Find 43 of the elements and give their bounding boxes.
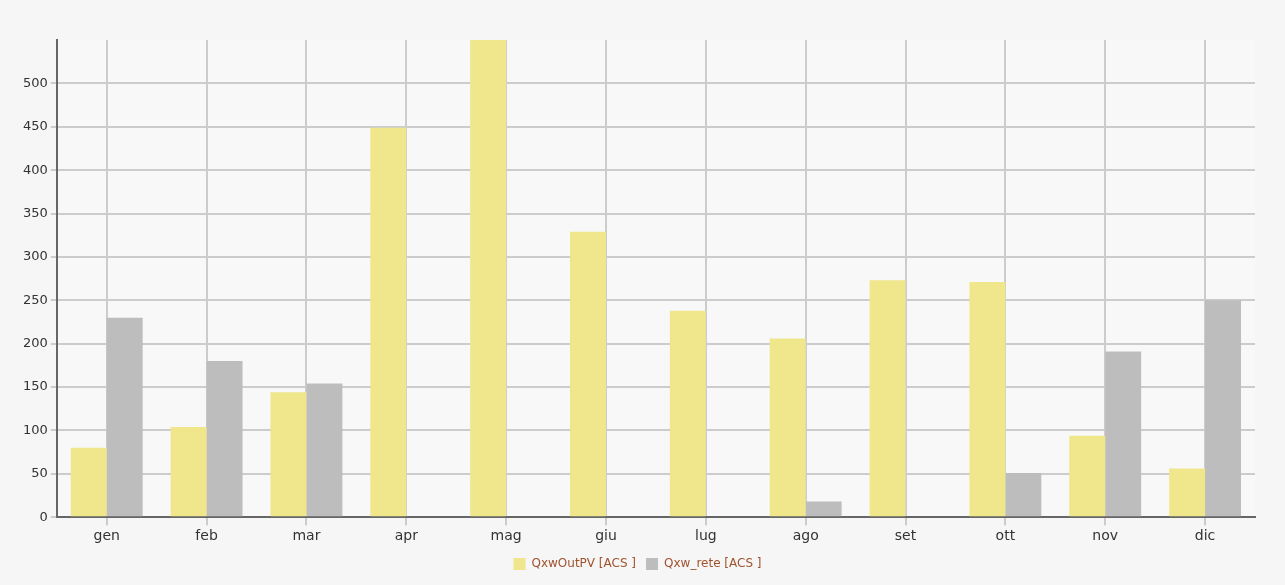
y-tick-label: 250 bbox=[22, 291, 48, 307]
bar bbox=[370, 127, 407, 517]
y-tick-label: 50 bbox=[31, 465, 48, 481]
bar bbox=[1205, 300, 1242, 517]
bar bbox=[306, 383, 343, 517]
y-tick-label: 450 bbox=[22, 118, 48, 134]
bar bbox=[1005, 472, 1042, 517]
bar bbox=[969, 282, 1006, 517]
bar bbox=[869, 280, 906, 517]
bar bbox=[106, 317, 143, 517]
x-tick-label: gen bbox=[93, 527, 120, 544]
bar bbox=[270, 392, 307, 517]
bar bbox=[570, 231, 606, 517]
bar bbox=[805, 501, 842, 517]
legend-label: Qxw_rete [ACS ] bbox=[664, 556, 762, 571]
y-tick-label: 500 bbox=[22, 74, 48, 90]
x-tick-label: set bbox=[894, 527, 917, 544]
legend-label: QxwOutPV [ACS ] bbox=[531, 556, 637, 571]
bar bbox=[206, 361, 243, 517]
bar bbox=[170, 426, 207, 517]
y-tick-label: 150 bbox=[22, 378, 48, 394]
x-tick-label: mar bbox=[292, 527, 321, 544]
x-tick-label: ago bbox=[792, 527, 819, 544]
y-tick-label: 0 bbox=[39, 508, 48, 524]
y-tick-label: 200 bbox=[22, 335, 48, 351]
x-tick-label: feb bbox=[195, 527, 218, 544]
bar bbox=[1105, 351, 1142, 517]
bar bbox=[1169, 468, 1206, 517]
x-tick-label: apr bbox=[394, 527, 419, 544]
x-tick-label: lug bbox=[695, 527, 717, 544]
x-tick-label: dic bbox=[1194, 527, 1216, 544]
bar bbox=[1069, 435, 1106, 517]
bar bbox=[70, 447, 107, 517]
bar bbox=[769, 338, 806, 517]
x-tick-label: nov bbox=[1092, 527, 1119, 544]
y-tick-label: 350 bbox=[22, 204, 48, 220]
x-tick-label: mag bbox=[490, 527, 522, 544]
y-tick-label: 100 bbox=[22, 421, 48, 437]
x-tick-label: giu bbox=[595, 527, 617, 544]
bar bbox=[669, 310, 706, 517]
y-tick-label: 400 bbox=[22, 161, 48, 177]
x-tick-label: ott bbox=[995, 527, 1016, 544]
y-tick-label: 300 bbox=[22, 248, 48, 264]
